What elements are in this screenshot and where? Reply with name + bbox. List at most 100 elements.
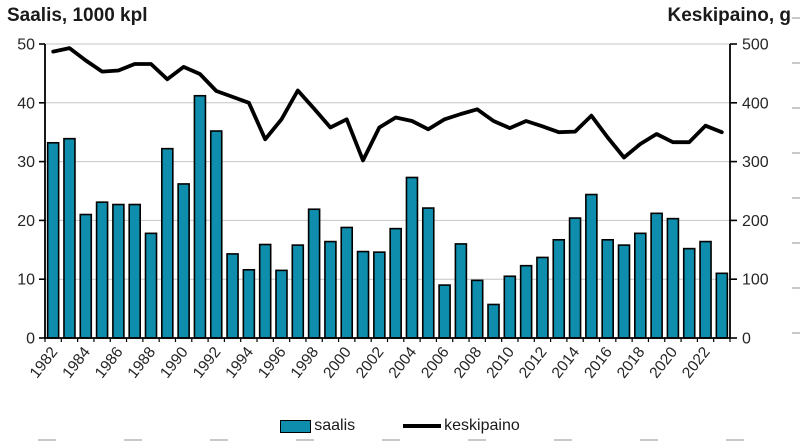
right-axis-tick-label: 500 <box>742 37 769 54</box>
bar-saalis-1992 <box>209 130 223 339</box>
x-axis-year-label: 2018 <box>614 344 649 382</box>
bar-saalis-2011 <box>519 264 533 339</box>
bar-saalis-2002 <box>373 251 386 339</box>
bar-saalis-1997 <box>291 244 305 339</box>
x-axis-year-label: 2004 <box>386 344 421 382</box>
legend-line-swatch-icon <box>403 424 442 428</box>
left-axis-tick-label: 20 <box>17 213 35 230</box>
crop-artifact-tick <box>382 439 400 441</box>
right-axis-tick-label: 300 <box>742 154 769 171</box>
bar-saalis-1999 <box>324 240 337 339</box>
bar-saalis-2007 <box>454 243 468 339</box>
bar-saalis-1993 <box>226 253 239 339</box>
legend: saalis keskipaino <box>0 414 800 438</box>
x-axis-year-label: 2016 <box>581 344 616 382</box>
x-axis-year-label: 1984 <box>59 344 94 382</box>
bar-saalis-2009 <box>487 303 500 339</box>
bar-saalis-2021 <box>682 247 696 339</box>
bar-saalis-1996 <box>275 269 288 339</box>
crop-artifact-tick <box>792 62 800 64</box>
crop-artifact-tick <box>124 439 142 441</box>
x-axis-year-label: 2022 <box>679 344 714 382</box>
legend-label-keskipaino: keskipaino <box>444 417 520 434</box>
bar-saalis-1994 <box>242 268 256 339</box>
bar-saalis-1983 <box>63 137 76 339</box>
bar-saalis-1984 <box>79 213 93 339</box>
bar-saalis-2015 <box>585 193 598 339</box>
x-axis-year-label: 2008 <box>451 344 486 382</box>
left-axis-tick-label: 10 <box>17 272 35 289</box>
bar-saalis-2023 <box>715 272 729 339</box>
crop-artifact-tick <box>792 197 800 199</box>
left-axis-tick-label: 40 <box>17 95 35 112</box>
legend-bar-swatch-icon <box>280 419 312 433</box>
bar-saalis-2008 <box>470 279 484 339</box>
x-axis-year-label: 2014 <box>549 344 584 382</box>
crop-artifact-tick <box>38 439 56 441</box>
crop-artifact-tick <box>210 439 228 441</box>
crop-artifact-tick <box>792 107 800 109</box>
bar-saalis-1985 <box>95 201 109 339</box>
bar-saalis-2019 <box>650 212 663 339</box>
legend-item-saalis: saalis <box>280 417 355 435</box>
bar-saalis-2013 <box>552 239 566 339</box>
bar-saalis-1991 <box>193 94 207 339</box>
bar-saalis-1989 <box>161 147 174 339</box>
x-axis-year-label: 2010 <box>483 344 518 382</box>
bar-saalis-2012 <box>536 256 549 339</box>
right-axis-tick-label: 400 <box>742 95 769 112</box>
x-axis-year-label: 2006 <box>418 344 453 382</box>
bar-saalis-2004 <box>405 176 419 339</box>
bar-saalis-2003 <box>389 227 402 339</box>
bar-saalis-2016 <box>601 239 614 339</box>
crop-artifact-tick <box>468 439 486 441</box>
right-axis-title: Keskipaino, g <box>667 5 791 26</box>
crop-artifact-tick <box>792 242 800 244</box>
crop-artifact-tick <box>792 332 800 334</box>
x-axis-year-label: 2020 <box>646 344 681 382</box>
x-axis-year-label: 1994 <box>222 344 257 382</box>
bar-saalis-2020 <box>666 217 680 339</box>
bar-saalis-1987 <box>128 203 141 339</box>
bar-saalis-2001 <box>356 250 370 339</box>
x-axis-year-label: 2002 <box>353 344 388 382</box>
x-axis-year-label: 1982 <box>27 344 62 382</box>
bar-saalis-2010 <box>503 275 517 339</box>
x-axis-year-label: 2012 <box>516 344 551 382</box>
left-axis-tick-label: 0 <box>26 331 35 348</box>
left-axis-tick-label: 30 <box>17 154 35 171</box>
left-axis-tick-label: 50 <box>17 37 35 54</box>
bar-saalis-2018 <box>633 232 647 339</box>
x-axis-year-label: 1998 <box>288 344 323 382</box>
bar-saalis-2006 <box>438 284 451 339</box>
bar-saalis-2014 <box>568 217 582 339</box>
x-axis-year-label: 1986 <box>92 344 127 382</box>
crop-artifact-tick <box>792 152 800 154</box>
right-axis-tick-label: 100 <box>742 272 769 289</box>
left-axis-title: Saalis, 1000 kpl <box>7 5 148 26</box>
x-axis-year-label: 1988 <box>125 344 160 382</box>
crop-artifact-tick <box>792 17 800 19</box>
bar-saalis-1986 <box>112 203 125 339</box>
right-axis-tick-label: 200 <box>742 213 769 230</box>
x-axis-year-label: 1992 <box>190 344 225 382</box>
crop-artifact-tick <box>554 439 572 441</box>
bar-saalis-1990 <box>177 183 190 339</box>
bar-saalis-2005 <box>421 207 435 339</box>
crop-artifact-tick <box>640 439 658 441</box>
bar-saalis-2022 <box>699 240 712 339</box>
legend-item-keskipaino: keskipaino <box>403 417 520 435</box>
bar-saalis-1982 <box>46 141 60 339</box>
bar-saalis-1995 <box>258 243 272 339</box>
x-axis-year-label: 1990 <box>157 344 192 382</box>
line-keskipaino <box>51 46 724 163</box>
legend-label-saalis: saalis <box>314 417 356 434</box>
x-axis-year-label: 1996 <box>255 344 290 382</box>
x-axis-year-label: 2000 <box>320 344 355 382</box>
bar-saalis-2017 <box>617 244 631 339</box>
right-axis-tick-label: 0 <box>742 331 751 348</box>
bar-saalis-1988 <box>144 232 158 339</box>
bar-saalis-1998 <box>307 208 321 339</box>
